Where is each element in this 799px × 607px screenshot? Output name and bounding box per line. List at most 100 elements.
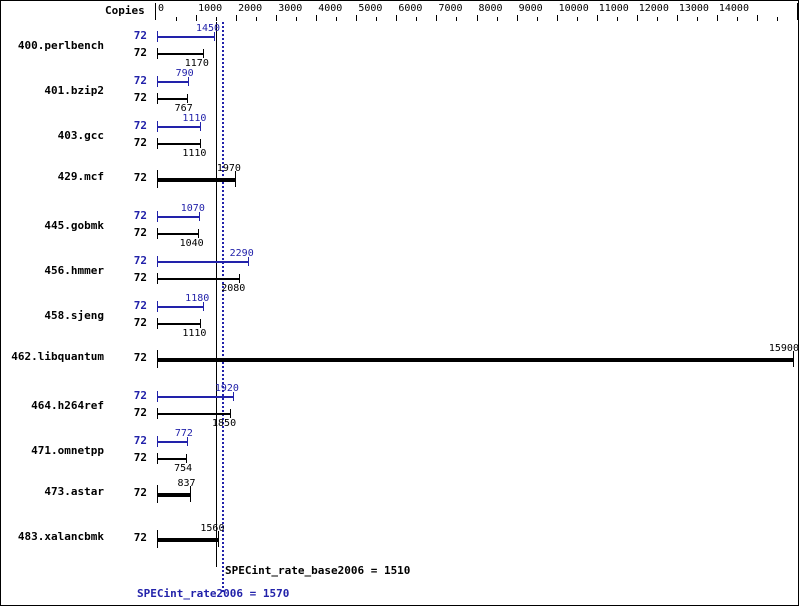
bar-end-cap-peak xyxy=(233,392,234,401)
bar-end-cap-base xyxy=(198,229,199,238)
copies-value-base: 72 xyxy=(133,46,147,59)
copies-value-peak: 72 xyxy=(133,299,147,312)
copies-value-base: 72 xyxy=(133,136,147,149)
bar-value-label-base: 767 xyxy=(174,103,193,114)
axis-minor-tick xyxy=(577,17,578,21)
axis-major-tick xyxy=(757,15,758,21)
bar-value-label-base: 754 xyxy=(174,463,193,474)
axis-tick-label: 3000 xyxy=(278,3,303,14)
bar-base xyxy=(157,323,201,325)
axis-major-tick xyxy=(276,15,277,21)
bar-end-cap-base xyxy=(200,319,201,328)
axis-minor-tick xyxy=(777,17,778,21)
bar-end-cap-single xyxy=(235,171,236,187)
axis-tick-label: 5000 xyxy=(358,3,383,14)
copies-value-base: 72 xyxy=(133,451,147,464)
bar-value-label-peak: 1180 xyxy=(185,293,210,304)
benchmark-name: 483.xalancbmk xyxy=(17,530,104,543)
axis-minor-tick xyxy=(497,17,498,21)
bar-peak xyxy=(157,36,215,38)
axis-tick-label: 6000 xyxy=(398,3,423,14)
axis-tick-label: 9000 xyxy=(518,3,543,14)
bar-end-cap-peak xyxy=(200,122,201,131)
axis-major-tick xyxy=(316,15,317,21)
benchmark-name: 473.astar xyxy=(44,485,104,498)
copies-value-base: 72 xyxy=(133,406,147,419)
bar-end-cap-peak xyxy=(188,77,189,86)
axis-tick-label: 0 xyxy=(158,3,165,14)
axis-major-tick xyxy=(517,15,518,21)
axis-tick-label: 12000 xyxy=(638,3,669,14)
axis-tick-label: 4000 xyxy=(318,3,343,14)
bar-end-cap-peak xyxy=(187,437,188,446)
axis-vertical-right xyxy=(797,3,798,20)
axis-minor-tick xyxy=(737,17,738,21)
bar-single xyxy=(157,538,219,542)
copies-value-peak: 72 xyxy=(133,29,147,42)
copies-value-peak: 72 xyxy=(133,209,147,222)
copies-column-header: Copies xyxy=(105,4,145,17)
bar-base xyxy=(157,53,203,55)
bar-single xyxy=(157,178,235,182)
bar-end-cap-base xyxy=(203,49,204,58)
bar-end-cap-base xyxy=(200,139,201,148)
benchmark-name: 403.gcc xyxy=(57,129,104,142)
bar-peak xyxy=(157,126,201,128)
bar-base xyxy=(157,413,231,415)
benchmark-name: 400.perlbench xyxy=(17,39,104,52)
axis-minor-tick xyxy=(617,17,618,21)
copies-value-base: 72 xyxy=(133,271,147,284)
axis-minor-tick xyxy=(456,17,457,21)
bar-value-label-peak: 1450 xyxy=(195,23,221,34)
axis-tick-label: 1000 xyxy=(198,3,223,14)
bar-end-cap-base xyxy=(186,454,187,463)
benchmark-name: 401.bzip2 xyxy=(44,84,104,97)
axis-tick-label: 11000 xyxy=(598,3,629,14)
axis-major-tick xyxy=(196,15,197,21)
copies-value-base: 72 xyxy=(133,316,147,329)
axis-major-tick xyxy=(717,15,718,21)
bar-end-cap-base xyxy=(187,94,188,103)
axis-minor-tick xyxy=(657,17,658,21)
axis-major-tick xyxy=(557,15,558,21)
bar-peak xyxy=(157,81,188,83)
bar-value-label-peak: 2290 xyxy=(229,248,254,259)
copies-value-peak: 72 xyxy=(133,434,147,447)
copies-value-single: 72 xyxy=(133,531,147,544)
axis-minor-tick xyxy=(537,17,538,21)
reference-line-peak xyxy=(222,22,224,593)
axis-minor-tick xyxy=(296,17,297,21)
bar-value-label-base: 2080 xyxy=(221,283,246,294)
bar-value-label-single: 1560 xyxy=(200,523,225,534)
copies-value-single: 72 xyxy=(133,171,147,184)
bar-base xyxy=(157,458,187,460)
copies-value-peak: 72 xyxy=(133,74,147,87)
axis-tick-label: 8000 xyxy=(478,3,503,14)
axis-major-tick xyxy=(597,15,598,21)
copies-value-base: 72 xyxy=(133,91,147,104)
benchmark-name: 458.sjeng xyxy=(44,309,104,322)
bar-value-label-base: 1170 xyxy=(184,58,209,69)
bar-value-label-peak: 790 xyxy=(175,68,194,79)
summary-base-label: SPECint_rate_base2006 = 1510 xyxy=(225,564,411,577)
axis-major-tick xyxy=(436,15,437,21)
bar-value-label-base: 1110 xyxy=(182,148,207,159)
bar-value-label-peak: 1110 xyxy=(182,113,207,124)
axis-major-tick xyxy=(356,15,357,21)
axis-tick-label: 7000 xyxy=(438,3,463,14)
copies-value-peak: 72 xyxy=(133,119,147,132)
axis-minor-tick xyxy=(376,17,377,21)
axis-major-tick xyxy=(236,15,237,21)
bar-base xyxy=(157,278,240,280)
bar-base xyxy=(157,98,187,100)
axis-minor-tick xyxy=(697,17,698,21)
axis-minor-tick xyxy=(176,17,177,21)
copies-value-single: 72 xyxy=(133,351,147,364)
copies-value-peak: 72 xyxy=(133,254,147,267)
bar-end-cap-single xyxy=(218,531,219,547)
bar-single xyxy=(157,358,793,362)
axis-tick-label: 14000 xyxy=(718,3,749,14)
bar-end-cap-peak xyxy=(203,302,204,311)
copies-value-base: 72 xyxy=(133,226,147,239)
bar-end-cap-single xyxy=(190,486,191,502)
